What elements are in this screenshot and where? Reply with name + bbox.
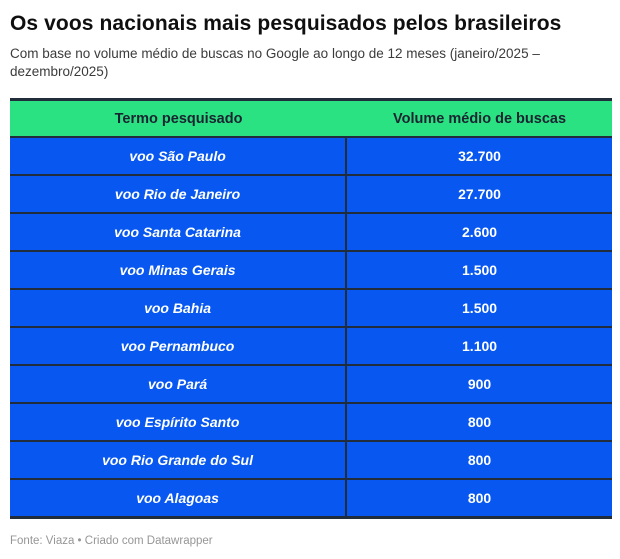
table-row: voo Rio Grande do Sul 800 bbox=[10, 440, 612, 478]
term-cell: voo Rio Grande do Sul bbox=[10, 442, 348, 478]
column-header-term: Termo pesquisado bbox=[114, 110, 243, 127]
volume-cell: 27.700 bbox=[458, 186, 501, 202]
table-row: voo São Paulo 32.700 bbox=[10, 136, 612, 174]
term-cell: voo Pará bbox=[10, 366, 348, 402]
page-title: Os voos nacionais mais pesquisados pelos… bbox=[10, 12, 562, 35]
table-row: voo Minas Gerais 1.500 bbox=[10, 250, 612, 288]
page: Os voos nacionais mais pesquisados pelos… bbox=[10, 12, 612, 547]
term-cell: voo Alagoas bbox=[10, 480, 348, 516]
term-cell: voo Minas Gerais bbox=[10, 252, 348, 288]
source-attribution: Fonte: Viaza • Criado com Datawrapper bbox=[10, 535, 213, 547]
volume-cell: 800 bbox=[467, 490, 492, 506]
table-row: voo Santa Catarina 2.600 bbox=[10, 212, 612, 250]
volume-cell: 2.600 bbox=[462, 224, 498, 240]
volume-cell: 800 bbox=[467, 414, 492, 430]
table-row: voo Rio de Janeiro 27.700 bbox=[10, 174, 612, 212]
volume-cell: 32.700 bbox=[458, 148, 501, 164]
term-cell: voo Espírito Santo bbox=[10, 404, 348, 440]
table-header-row: Termo pesquisado Volume médio de buscas bbox=[10, 101, 612, 136]
volume-cell: 1.100 bbox=[462, 338, 498, 354]
term-cell: voo Santa Catarina bbox=[10, 214, 348, 250]
table-row: voo Pará 900 bbox=[10, 364, 612, 402]
volume-cell: 1.500 bbox=[462, 262, 498, 278]
table-row: voo Bahia 1.500 bbox=[10, 288, 612, 326]
table-row: voo Espírito Santo 800 bbox=[10, 402, 612, 440]
term-cell: voo Rio de Janeiro bbox=[10, 176, 348, 212]
term-cell: voo São Paulo bbox=[10, 138, 348, 174]
term-cell: voo Bahia bbox=[10, 290, 348, 326]
table-row: voo Pernambuco 1.100 bbox=[10, 326, 612, 364]
term-cell: voo Pernambuco bbox=[10, 328, 348, 364]
volume-cell: 900 bbox=[467, 376, 492, 392]
table-row: voo Alagoas 800 bbox=[10, 478, 612, 516]
page-subtitle: Com base no volume médio de buscas no Go… bbox=[10, 46, 540, 79]
column-header-volume: Volume médio de buscas bbox=[393, 110, 567, 127]
search-volume-table: Termo pesquisado Volume médio de buscas … bbox=[10, 98, 612, 519]
volume-cell: 800 bbox=[467, 452, 492, 468]
volume-cell: 1.500 bbox=[462, 300, 498, 316]
